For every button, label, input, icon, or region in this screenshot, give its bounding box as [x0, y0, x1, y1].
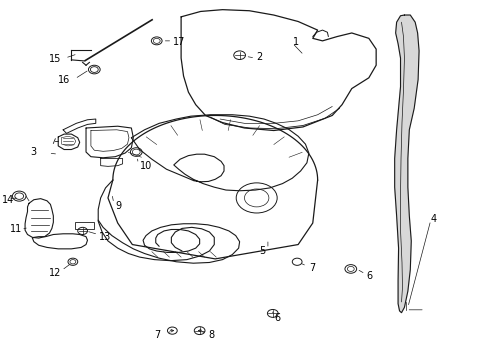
Text: 10: 10: [140, 161, 152, 171]
Text: 14: 14: [1, 195, 14, 205]
Text: 1: 1: [293, 37, 299, 47]
Text: 8: 8: [207, 330, 214, 340]
Text: 16: 16: [58, 75, 70, 85]
Text: 6: 6: [366, 271, 372, 281]
Text: 17: 17: [173, 37, 185, 47]
Polygon shape: [394, 15, 418, 313]
Text: 9: 9: [115, 201, 121, 211]
Text: 5: 5: [259, 246, 265, 256]
Text: 12: 12: [48, 267, 61, 278]
Text: 6: 6: [274, 313, 280, 323]
Text: 3: 3: [30, 147, 36, 157]
Text: 11: 11: [9, 225, 21, 234]
Text: 15: 15: [48, 54, 61, 64]
Bar: [75, 222, 94, 229]
Text: 7: 7: [154, 330, 160, 340]
Text: 7: 7: [308, 263, 314, 273]
Text: 2: 2: [256, 52, 263, 62]
Text: 4: 4: [430, 215, 436, 224]
Text: 13: 13: [99, 232, 111, 242]
